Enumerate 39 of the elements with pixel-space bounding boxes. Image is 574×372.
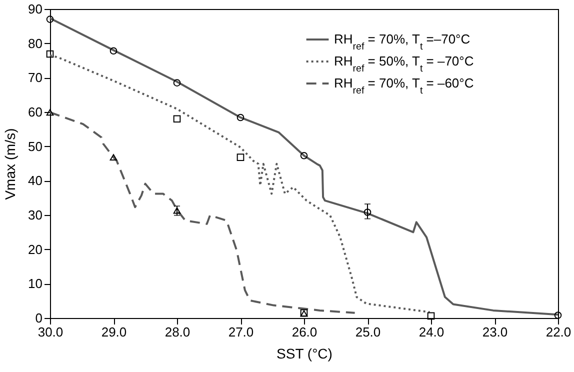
point [554, 312, 562, 319]
y-tick-label: 0 [35, 310, 42, 326]
x-tick-label: 26.0 [292, 324, 318, 340]
legend-label: RH$_{ref}$ = 70%, T$_{t}$ = –60°C [334, 76, 474, 96]
point [46, 50, 54, 58]
y-axis-title: Vmax (m/s) [2, 128, 18, 200]
legend-label: RH$_{ref}$ = 50%, T$_{t}$ = –70°C [334, 54, 474, 74]
x-axis-title: SST (°C) [276, 346, 332, 362]
y-tick-label: 70 [28, 70, 42, 86]
y-tick-label: 50 [28, 138, 42, 154]
x-tick-label: 25.0 [355, 324, 381, 340]
point [173, 79, 181, 86]
y-tick-label: 90 [28, 2, 42, 16]
y-tick-label: 60 [28, 104, 42, 120]
y-tick-label: 80 [28, 36, 42, 51]
x-tick-label: 30.0 [38, 324, 64, 340]
y-tick-label: 30 [28, 208, 42, 222]
point [364, 208, 372, 216]
point [110, 154, 118, 161]
x-tick-label: 27.0 [228, 324, 254, 340]
point [110, 47, 118, 55]
x-tick-label: 28.0 [164, 324, 190, 340]
point [46, 109, 54, 116]
point [173, 207, 181, 214]
y-tick-label: 20 [28, 242, 42, 257]
point [46, 16, 54, 23]
y-tick-label: 10 [28, 276, 42, 292]
point [236, 154, 244, 161]
x-tick-label: 23.0 [482, 324, 508, 340]
point [173, 115, 181, 123]
x-tick-label: 22.0 [546, 324, 572, 340]
point [236, 114, 244, 122]
point [300, 152, 308, 160]
x-tick-label: 24.0 [418, 324, 444, 340]
line-series [49, 17, 559, 316]
y-tick-label: 40 [28, 173, 42, 188]
legend-label: RH$_{ref}$ = 70%, T$_{t}$ =–70°C [334, 32, 470, 52]
point [427, 312, 435, 320]
x-tick-label: 29.0 [101, 324, 127, 340]
